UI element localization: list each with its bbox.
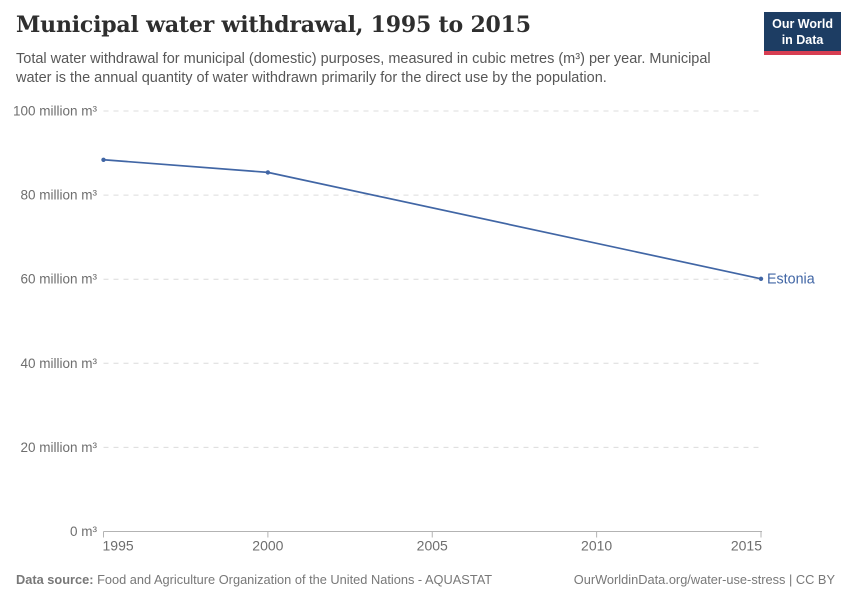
y-tick-label: 80 million m³ [20,188,97,203]
data-point[interactable] [758,276,764,281]
owid-logo[interactable]: Our World in Data [764,12,841,56]
data-source: Data source: Food and Agriculture Organi… [16,572,492,587]
y-tick-label: 60 million m³ [20,272,97,287]
data-source-text: Food and Agriculture Organization of the… [93,572,493,587]
owid-logo-line1: Our World [772,17,833,31]
chart-subtitle: Total water withdrawal for municipal (do… [16,51,711,87]
y-tick-label: 20 million m³ [20,440,97,455]
x-tick-label: 2010 [581,538,612,554]
data-line-estonia[interactable] [102,158,762,280]
chart-title: Municipal water withdrawal, 1995 to 2015 [16,12,531,38]
data-source-label: Data source: [16,572,94,587]
x-tick-label: 2000 [252,538,283,554]
data-point[interactable] [265,170,271,175]
series-label[interactable]: Estonia [767,271,815,287]
data-point[interactable] [101,157,106,162]
footer-link[interactable]: OurWorldinData.org/water-use-stress | CC… [573,572,835,587]
y-tick-label: 0 m³ [70,524,98,539]
x-tick-label: 2005 [417,538,448,554]
owid-logo-line2: in Data [781,32,824,47]
x-tick-label: 1995 [103,538,134,554]
x-tick-label: 2015 [731,538,762,554]
y-tick-label: 40 million m³ [20,356,97,371]
chart-footer: Data source: Food and Agriculture Organi… [16,572,835,587]
y-tick-label: 100 million m³ [13,104,98,119]
